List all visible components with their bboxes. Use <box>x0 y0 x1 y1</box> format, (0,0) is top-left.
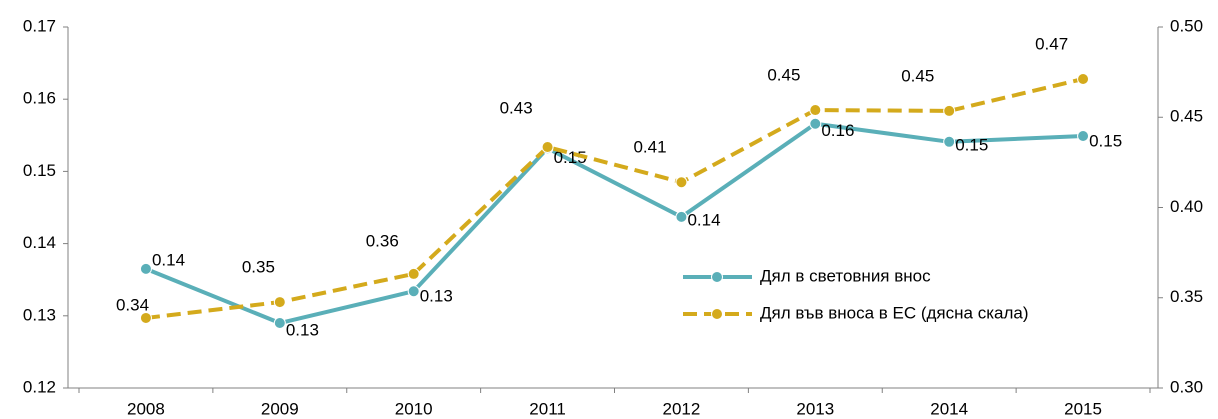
y-tick-label: 0.12 <box>23 377 56 396</box>
y-tick-label: 0.15 <box>23 161 56 180</box>
data-point <box>943 104 956 117</box>
y2-tick-label: 0.30 <box>1170 377 1203 396</box>
data-label: 0.45 <box>901 66 934 85</box>
x-tick-label: 2009 <box>261 399 299 418</box>
data-label: 0.35 <box>242 258 275 277</box>
data-label: 0.45 <box>767 66 800 85</box>
y2-tick-label: 0.40 <box>1170 197 1203 216</box>
data-label: 0.14 <box>152 250 185 269</box>
data-point <box>1077 72 1090 85</box>
series-line <box>145 121 1084 326</box>
data-point <box>139 262 152 275</box>
data-label: 0.15 <box>955 135 988 154</box>
data-label: 0.13 <box>420 287 453 306</box>
legend-marker <box>711 271 723 283</box>
data-point <box>273 317 286 330</box>
data-label: 0.34 <box>116 295 149 314</box>
x-tick-label: 2012 <box>663 399 701 418</box>
data-label: 0.36 <box>366 231 399 250</box>
data-label: 0.16 <box>821 121 854 140</box>
data-label: 0.13 <box>286 321 319 340</box>
series-line <box>145 77 1084 320</box>
data-point <box>675 210 688 223</box>
data-point <box>273 296 286 309</box>
y-tick-label: 0.13 <box>23 305 56 324</box>
y-tick-label: 0.17 <box>23 16 56 35</box>
legend-marker <box>711 308 723 320</box>
y2-tick-label: 0.35 <box>1170 287 1203 306</box>
data-point <box>1077 130 1090 143</box>
legend-label: Дял в световния внос <box>760 266 931 285</box>
x-tick-label: 2014 <box>930 399 968 418</box>
x-tick-label: 2013 <box>796 399 834 418</box>
data-point <box>407 267 420 280</box>
data-point <box>809 117 822 130</box>
legend-label: Дял във вноса в ЕС (дясна скала) <box>760 303 1029 322</box>
y-tick-label: 0.14 <box>23 233 56 252</box>
data-label: 0.14 <box>687 210 720 229</box>
data-point <box>809 104 822 117</box>
data-point <box>139 311 152 324</box>
data-label: 0.43 <box>500 99 533 118</box>
data-point <box>541 141 554 154</box>
x-tick-label: 2010 <box>395 399 433 418</box>
data-point <box>675 176 688 189</box>
data-point <box>407 285 420 298</box>
data-label: 0.47 <box>1035 34 1068 53</box>
data-point <box>943 135 956 148</box>
data-label: 0.15 <box>1089 132 1122 151</box>
y2-tick-label: 0.45 <box>1170 107 1203 126</box>
y-tick-label: 0.16 <box>23 89 56 108</box>
data-label: 0.41 <box>633 138 666 157</box>
x-tick-label: 2015 <box>1064 399 1102 418</box>
x-tick-label: 2011 <box>529 399 566 418</box>
x-tick-label: 2008 <box>127 399 165 418</box>
y2-tick-label: 0.50 <box>1170 16 1203 35</box>
